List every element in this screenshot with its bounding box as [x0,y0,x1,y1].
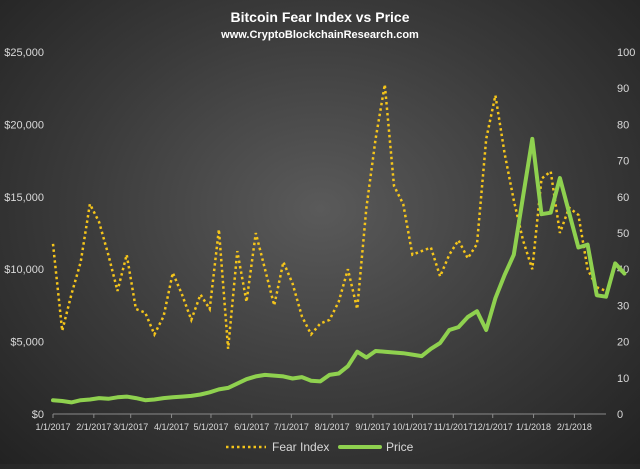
y-right-tick-label: 70 [617,156,629,168]
x-tick-label: 10/1/2017 [392,422,432,432]
x-tick-label: 9/1/2017 [355,422,390,432]
x-tick-label: 8/1/2017 [315,422,350,432]
legend-price-label: Price [386,440,414,454]
y-right-tick-label: 0 [617,409,623,421]
y-left-axis: $0 $5,000 $10,000 $15,000 $20,000 $25,000 [4,47,44,421]
y-right-tick-label: 30 [617,300,629,312]
x-tick-label: 5/1/2017 [193,422,228,432]
y-left-tick-label: $25,000 [4,47,44,59]
y-right-tick-label: 50 [617,228,629,240]
x-tick-label: 4/1/2017 [154,422,189,432]
x-tick-label: 1/1/2017 [35,422,70,432]
x-tick-label: 7/1/2017 [274,422,309,432]
y-left-tick-label: $0 [32,409,44,421]
chart-subtitle: www.CryptoBlockchainResearch.com [220,29,419,41]
y-right-tick-label: 20 [617,337,629,349]
x-tick-label: 11/1/2017 [434,422,473,432]
y-left-tick-label: $10,000 [4,264,44,276]
y-left-tick-label: $5,000 [10,337,44,349]
x-tick-label: 2/1/2017 [76,422,111,432]
price-line [51,136,627,405]
x-tick-label: 6/1/2017 [234,422,269,432]
y-right-tick-label: 100 [617,47,635,59]
legend-fear-label: Fear Index [272,440,329,454]
x-tick-label: 2/1/2018 [557,422,592,432]
y-right-tick-label: 10 [617,373,629,385]
y-right-tick-label: 80 [617,119,629,131]
y-left-tick-label: $15,000 [4,192,44,204]
fear-index-line [51,84,607,349]
legend: Fear Index Price [226,440,414,454]
y-right-tick-label: 60 [617,192,629,204]
x-axis: 1/1/2017 2/1/2017 3/1/2017 4/1/2017 5/1/2017… [35,414,592,432]
x-tick-label: 1/1/2018 [516,422,551,432]
chart-title: Bitcoin Fear Index vs Price [231,9,410,25]
x-tick-label: 12/1/2017 [473,422,513,432]
x-tick-label: 3/1/2017 [113,422,148,432]
y-right-tick-label: 90 [617,83,629,95]
y-left-tick-label: $20,000 [4,119,44,131]
